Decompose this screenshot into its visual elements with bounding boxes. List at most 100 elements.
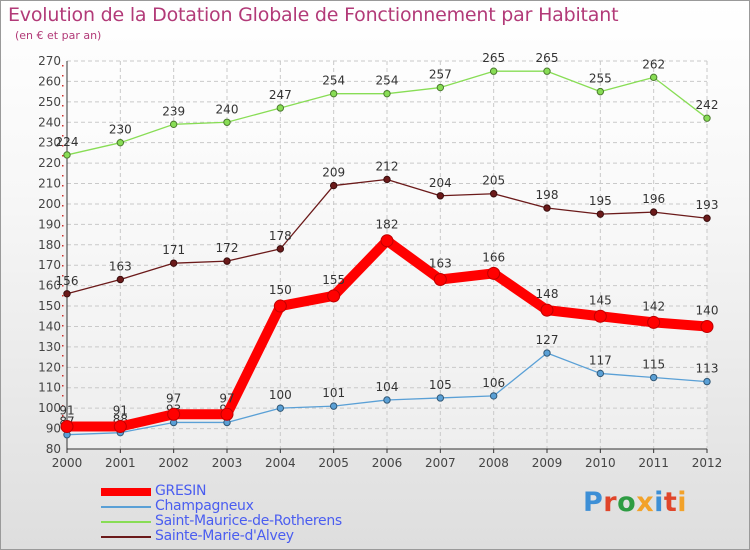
y-tick-label: 240 <box>38 115 61 129</box>
data-point <box>223 118 231 126</box>
legend-label: Champagneux <box>155 498 254 514</box>
data-point <box>220 407 234 421</box>
data-point <box>60 420 74 434</box>
data-label: 106 <box>482 376 505 390</box>
data-point <box>116 275 125 284</box>
y-tick-label: 90 <box>46 422 61 436</box>
x-tick-label: 2011 <box>638 456 669 470</box>
axis-dot <box>62 365 64 367</box>
data-label: 212 <box>376 159 399 173</box>
data-label: 254 <box>322 74 345 88</box>
axis-dot <box>62 105 64 107</box>
y-tick-label: 210 <box>38 177 61 191</box>
data-point <box>276 245 285 253</box>
data-point <box>63 290 71 298</box>
legend-label: GRESIN <box>155 483 207 499</box>
axis-dot <box>62 185 64 187</box>
y-tick-label: 200 <box>38 197 61 211</box>
axis-dot <box>62 85 64 87</box>
axis-dot <box>62 95 64 97</box>
data-point <box>487 266 501 280</box>
axis-dot <box>62 135 64 137</box>
logo-letter: i <box>677 487 688 518</box>
data-point <box>596 87 605 96</box>
y-tick-label: 230 <box>38 136 61 150</box>
x-tick-label: 2003 <box>212 456 243 470</box>
data-point <box>489 67 498 75</box>
axis-dot <box>62 345 64 347</box>
data-label: 117 <box>589 353 612 367</box>
y-tick-label: 150 <box>38 299 61 313</box>
data-label: 262 <box>642 57 665 71</box>
logo-letter: x <box>636 487 655 518</box>
data-label: 156 <box>56 274 79 288</box>
data-label: 254 <box>376 74 399 88</box>
data-label: 257 <box>429 68 452 82</box>
data-label: 105 <box>429 378 452 392</box>
data-point <box>489 190 498 198</box>
data-label: 224 <box>56 135 79 149</box>
data-point <box>489 392 498 400</box>
data-label: 195 <box>589 194 612 208</box>
axis-dot <box>62 325 64 327</box>
data-label: 142 <box>642 299 665 313</box>
y-tick-label: 270 <box>38 54 61 68</box>
data-point <box>700 319 714 333</box>
data-point <box>436 83 445 92</box>
data-point <box>329 181 338 190</box>
data-label: 127 <box>536 333 559 347</box>
data-point <box>169 120 178 129</box>
data-point <box>703 114 711 122</box>
x-tick-label: 2006 <box>372 456 403 470</box>
data-label: 196 <box>642 192 665 206</box>
x-tick-label: 2001 <box>105 456 136 470</box>
data-label: 101 <box>322 386 345 400</box>
axis-dot <box>62 145 64 147</box>
data-point <box>540 303 554 317</box>
data-point <box>63 151 71 159</box>
data-point <box>436 394 445 402</box>
data-point <box>327 289 341 303</box>
data-label: 113 <box>696 362 719 376</box>
y-tick-label: 170 <box>38 258 61 272</box>
x-tick-label: 2012 <box>692 456 723 470</box>
legend-swatch <box>101 488 151 496</box>
axis-dot <box>62 395 64 397</box>
data-point <box>113 420 127 434</box>
axis-dot <box>62 125 64 127</box>
axis-dot <box>62 265 64 267</box>
data-point <box>329 89 338 98</box>
data-label: 255 <box>589 72 612 86</box>
data-point <box>383 175 391 184</box>
y-tick-label: 190 <box>38 217 61 231</box>
axis-dot <box>62 215 64 217</box>
data-point <box>169 259 178 267</box>
data-label: 204 <box>429 176 452 190</box>
data-label: 145 <box>589 293 612 307</box>
data-point <box>703 214 711 222</box>
data-label: 247 <box>269 88 292 102</box>
data-point <box>383 89 391 98</box>
data-label: 230 <box>109 123 132 137</box>
data-point <box>273 299 287 313</box>
logo-letter: t <box>663 487 678 518</box>
data-label: 209 <box>322 166 345 180</box>
data-point <box>703 377 711 386</box>
data-label: 265 <box>536 51 559 65</box>
y-tick-label: 260 <box>38 74 61 88</box>
data-point <box>433 273 447 287</box>
axis-dot <box>62 175 64 177</box>
x-tick-label: 2002 <box>158 456 189 470</box>
legend-swatch <box>101 536 151 538</box>
data-label: 171 <box>162 243 185 257</box>
data-label: 163 <box>109 260 132 274</box>
brand-logo: Proxiti <box>583 487 687 518</box>
y-tick-label: 140 <box>38 319 61 333</box>
data-point <box>543 67 551 75</box>
logo-letter: P <box>583 487 604 518</box>
data-point <box>436 192 445 200</box>
chart-title: Evolution de la Dotation Globale de Fonc… <box>8 4 619 26</box>
axis-dot <box>62 115 64 117</box>
data-label: 198 <box>536 188 559 202</box>
x-tick-label: 2008 <box>478 456 509 470</box>
